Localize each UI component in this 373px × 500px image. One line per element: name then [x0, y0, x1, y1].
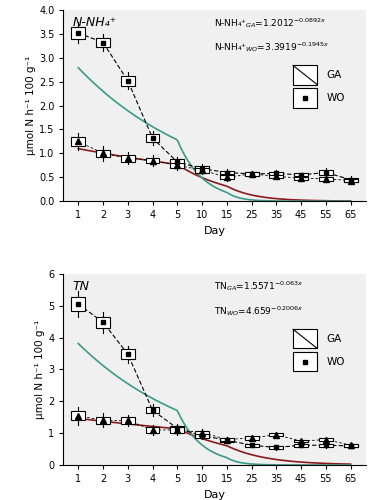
Bar: [294, 440, 308, 442]
Bar: [170, 428, 184, 432]
Bar: [121, 350, 135, 359]
Bar: [145, 158, 160, 164]
Bar: [319, 444, 333, 447]
Bar: [220, 438, 234, 441]
Bar: [71, 27, 85, 38]
Bar: [121, 76, 135, 86]
Bar: [96, 38, 110, 48]
Text: TN$_{GA}$=1.5571$^{-0.063x}$: TN$_{GA}$=1.5571$^{-0.063x}$: [214, 280, 304, 293]
Bar: [71, 136, 85, 146]
X-axis label: Day: Day: [204, 226, 225, 236]
Bar: [319, 438, 333, 441]
Bar: [319, 177, 333, 180]
Bar: [344, 179, 358, 182]
Bar: [220, 176, 234, 179]
Text: TN: TN: [72, 280, 90, 292]
Bar: [344, 178, 358, 182]
FancyBboxPatch shape: [293, 352, 317, 372]
Bar: [245, 436, 258, 440]
Bar: [71, 411, 85, 420]
Y-axis label: μmol N h⁻¹ 100 g⁻¹: μmol N h⁻¹ 100 g⁻¹: [26, 56, 36, 155]
Bar: [121, 417, 135, 424]
FancyBboxPatch shape: [293, 66, 317, 84]
Bar: [245, 172, 258, 176]
Text: N-NH₄⁺$_{WO}$=3.3919$^{-0.1945x}$: N-NH₄⁺$_{WO}$=3.3919$^{-0.1945x}$: [214, 40, 330, 54]
Bar: [96, 316, 110, 328]
Bar: [145, 428, 160, 432]
Bar: [96, 150, 110, 157]
FancyBboxPatch shape: [293, 330, 317, 348]
Bar: [170, 426, 184, 431]
Bar: [71, 297, 85, 311]
Bar: [344, 444, 358, 447]
Bar: [269, 446, 283, 449]
Text: WO: WO: [326, 357, 345, 367]
Text: GA: GA: [326, 70, 342, 80]
Bar: [269, 433, 283, 436]
Bar: [269, 175, 283, 178]
Bar: [319, 170, 333, 175]
Bar: [245, 172, 258, 176]
Bar: [269, 172, 283, 175]
X-axis label: Day: Day: [204, 490, 225, 500]
Bar: [220, 438, 234, 442]
Bar: [195, 430, 209, 434]
Bar: [170, 163, 184, 168]
Bar: [220, 170, 234, 174]
Bar: [294, 177, 308, 180]
Text: N-NH₄⁺$_{GA}$=1.2012$^{-0.0892x}$: N-NH₄⁺$_{GA}$=1.2012$^{-0.0892x}$: [214, 16, 327, 30]
Text: WO: WO: [326, 93, 345, 103]
Bar: [145, 134, 160, 142]
Bar: [195, 168, 209, 172]
Bar: [195, 166, 209, 171]
Bar: [245, 444, 258, 446]
Text: TN$_{WO}$=4.659$^{-0.2006x}$: TN$_{WO}$=4.659$^{-0.2006x}$: [214, 304, 304, 318]
Bar: [121, 155, 135, 162]
Bar: [195, 434, 209, 438]
Bar: [294, 174, 308, 176]
Bar: [145, 407, 160, 414]
Text: GA: GA: [326, 334, 342, 344]
Bar: [344, 444, 358, 446]
Bar: [294, 444, 308, 446]
FancyBboxPatch shape: [293, 88, 317, 108]
Text: N-NH₄⁺: N-NH₄⁺: [72, 16, 117, 28]
Bar: [170, 159, 184, 165]
Bar: [96, 416, 110, 424]
Y-axis label: μmol N h⁻¹ 100 g⁻¹: μmol N h⁻¹ 100 g⁻¹: [35, 320, 46, 419]
